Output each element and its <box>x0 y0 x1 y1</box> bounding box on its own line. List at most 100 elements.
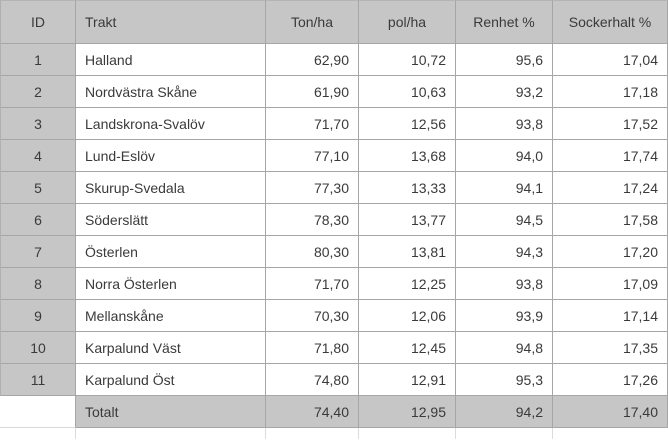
cell-id[interactable]: 7 <box>0 236 76 268</box>
table-row: 9 Mellanskåne 70,30 12,06 93,9 17,14 <box>0 300 668 332</box>
cell-trakt[interactable]: Lund-Eslöv <box>76 140 266 172</box>
cell-id[interactable]: 9 <box>0 300 76 332</box>
cell-sockerhalt[interactable]: 17,18 <box>553 76 668 108</box>
total-cell-ton-ha[interactable]: 74,40 <box>266 396 359 428</box>
cell-trakt[interactable]: Halland <box>76 44 266 76</box>
cell-id[interactable]: 3 <box>0 108 76 140</box>
empty-cell[interactable] <box>553 428 668 439</box>
table-row: 10 Karpalund Väst 71,80 12,45 94,8 17,35 <box>0 332 668 364</box>
cell-trakt[interactable]: Nordvästra Skåne <box>76 76 266 108</box>
cell-ton-ha[interactable]: 61,90 <box>266 76 359 108</box>
header-trakt[interactable]: Trakt <box>76 0 266 44</box>
table-footer: Totalt 74,40 12,95 94,2 17,40 <box>0 396 668 439</box>
cell-trakt[interactable]: Mellanskåne <box>76 300 266 332</box>
cell-trakt[interactable]: Österlen <box>76 236 266 268</box>
cell-sockerhalt[interactable]: 17,35 <box>553 332 668 364</box>
cell-ton-ha[interactable]: 78,30 <box>266 204 359 236</box>
cell-pol-ha[interactable]: 10,72 <box>359 44 456 76</box>
cell-ton-ha[interactable]: 71,80 <box>266 332 359 364</box>
header-sockerhalt[interactable]: Sockerhalt % <box>553 0 668 44</box>
cell-id[interactable]: 5 <box>0 172 76 204</box>
cell-trakt[interactable]: Karpalund Väst <box>76 332 266 364</box>
cell-sockerhalt[interactable]: 17,04 <box>553 44 668 76</box>
cell-sockerhalt[interactable]: 17,52 <box>553 108 668 140</box>
cell-sockerhalt[interactable]: 17,58 <box>553 204 668 236</box>
table-row: 2 Nordvästra Skåne 61,90 10,63 93,2 17,1… <box>0 76 668 108</box>
cell-id[interactable]: 11 <box>0 364 76 396</box>
empty-cell[interactable] <box>266 428 359 439</box>
cell-renhet[interactable]: 93,8 <box>456 108 553 140</box>
total-cell-sockerhalt[interactable]: 17,40 <box>553 396 668 428</box>
cell-ton-ha[interactable]: 71,70 <box>266 268 359 300</box>
cell-pol-ha[interactable]: 12,06 <box>359 300 456 332</box>
cell-id[interactable]: 6 <box>0 204 76 236</box>
cell-trakt[interactable]: Landskrona-Svalöv <box>76 108 266 140</box>
table-row: 11 Karpalund Öst 74,80 12,91 95,3 17,26 <box>0 364 668 396</box>
cell-renhet[interactable]: 93,9 <box>456 300 553 332</box>
total-cell-renhet[interactable]: 94,2 <box>456 396 553 428</box>
cell-renhet[interactable]: 94,1 <box>456 172 553 204</box>
cell-pol-ha[interactable]: 13,81 <box>359 236 456 268</box>
cell-trakt[interactable]: Norra Österlen <box>76 268 266 300</box>
header-row: ID Trakt Ton/ha pol/ha Renhet % Sockerha… <box>0 0 668 44</box>
cell-renhet[interactable]: 93,8 <box>456 268 553 300</box>
cell-pol-ha[interactable]: 13,77 <box>359 204 456 236</box>
total-cell-label[interactable]: Totalt <box>76 396 266 428</box>
cell-renhet[interactable]: 94,8 <box>456 332 553 364</box>
cell-ton-ha[interactable]: 77,30 <box>266 172 359 204</box>
cell-renhet[interactable]: 95,6 <box>456 44 553 76</box>
header-pol-ha[interactable]: pol/ha <box>359 0 456 44</box>
cell-ton-ha[interactable]: 80,30 <box>266 236 359 268</box>
cell-id[interactable]: 10 <box>0 332 76 364</box>
header-renhet[interactable]: Renhet % <box>456 0 553 44</box>
table-row: 7 Österlen 80,30 13,81 94,3 17,20 <box>0 236 668 268</box>
cell-sockerhalt[interactable]: 17,24 <box>553 172 668 204</box>
cell-id[interactable]: 2 <box>0 76 76 108</box>
cell-pol-ha[interactable]: 12,25 <box>359 268 456 300</box>
cell-pol-ha[interactable]: 10,63 <box>359 76 456 108</box>
empty-cell[interactable] <box>0 428 76 439</box>
cell-trakt[interactable]: Söderslätt <box>76 204 266 236</box>
cell-id[interactable]: 1 <box>0 44 76 76</box>
cell-ton-ha[interactable]: 62,90 <box>266 44 359 76</box>
cell-pol-ha[interactable]: 12,91 <box>359 364 456 396</box>
table-row: 3 Landskrona-Svalöv 71,70 12,56 93,8 17,… <box>0 108 668 140</box>
header-id[interactable]: ID <box>0 0 76 44</box>
cell-ton-ha[interactable]: 77,10 <box>266 140 359 172</box>
cell-renhet[interactable]: 94,5 <box>456 204 553 236</box>
cell-renhet[interactable]: 95,3 <box>456 364 553 396</box>
cell-sockerhalt[interactable]: 17,14 <box>553 300 668 332</box>
cell-renhet[interactable]: 93,2 <box>456 76 553 108</box>
cell-pol-ha[interactable]: 12,45 <box>359 332 456 364</box>
cell-id[interactable]: 4 <box>0 140 76 172</box>
table-row: 4 Lund-Eslöv 77,10 13,68 94,0 17,74 <box>0 140 668 172</box>
total-row: Totalt 74,40 12,95 94,2 17,40 <box>0 396 668 428</box>
table-row: 1 Halland 62,90 10,72 95,6 17,04 <box>0 44 668 76</box>
cell-sockerhalt[interactable]: 17,09 <box>553 268 668 300</box>
cell-trakt[interactable]: Karpalund Öst <box>76 364 266 396</box>
cell-ton-ha[interactable]: 71,70 <box>266 108 359 140</box>
total-cell-pol-ha[interactable]: 12,95 <box>359 396 456 428</box>
table-body: 1 Halland 62,90 10,72 95,6 17,04 2 Nordv… <box>0 44 668 396</box>
header-ton-ha[interactable]: Ton/ha <box>266 0 359 44</box>
cell-id[interactable]: 8 <box>0 268 76 300</box>
empty-cell[interactable] <box>456 428 553 439</box>
cell-trakt[interactable]: Skurup-Svedala <box>76 172 266 204</box>
empty-cell[interactable] <box>359 428 456 439</box>
cell-sockerhalt[interactable]: 17,26 <box>553 364 668 396</box>
table-row: 8 Norra Österlen 71,70 12,25 93,8 17,09 <box>0 268 668 300</box>
cell-pol-ha[interactable]: 13,68 <box>359 140 456 172</box>
cell-renhet[interactable]: 94,3 <box>456 236 553 268</box>
total-cell-empty[interactable] <box>0 396 76 428</box>
cell-ton-ha[interactable]: 74,80 <box>266 364 359 396</box>
table-row: 6 Söderslätt 78,30 13,77 94,5 17,58 <box>0 204 668 236</box>
empty-cell[interactable] <box>76 428 266 439</box>
cell-sockerhalt[interactable]: 17,20 <box>553 236 668 268</box>
cell-sockerhalt[interactable]: 17,74 <box>553 140 668 172</box>
table-row: 5 Skurup-Svedala 77,30 13,33 94,1 17,24 <box>0 172 668 204</box>
cell-pol-ha[interactable]: 12,56 <box>359 108 456 140</box>
cell-pol-ha[interactable]: 13,33 <box>359 172 456 204</box>
cell-renhet[interactable]: 94,0 <box>456 140 553 172</box>
cell-ton-ha[interactable]: 70,30 <box>266 300 359 332</box>
